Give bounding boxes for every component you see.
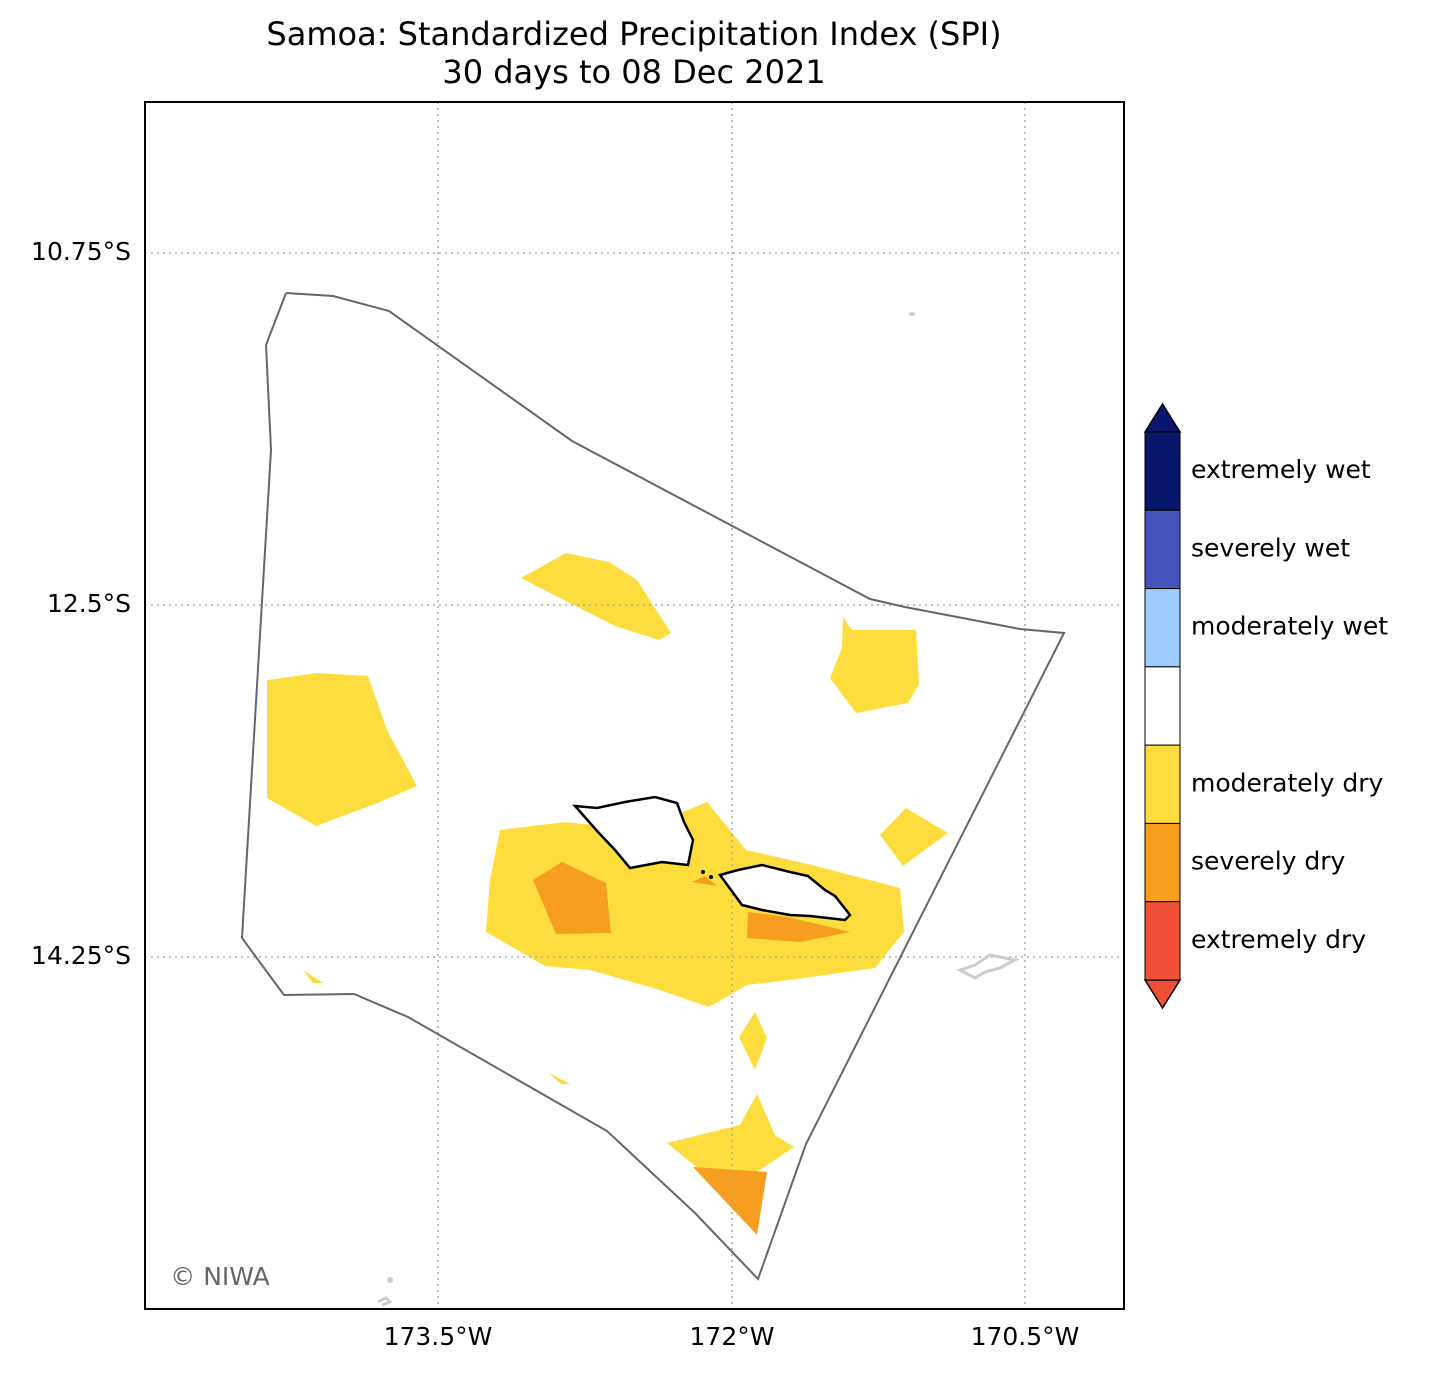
patch <box>533 862 611 934</box>
colorbar-segment <box>1144 901 1181 981</box>
islet <box>377 1296 393 1307</box>
patch <box>692 876 717 886</box>
patch <box>548 1072 570 1084</box>
colorbar-segment <box>1144 509 1181 590</box>
island-upolu <box>717 863 852 922</box>
patch <box>267 673 417 826</box>
x-label: 172°W <box>690 1322 775 1351</box>
y-label: 14.25°S <box>31 941 131 970</box>
patch <box>667 1094 794 1172</box>
colorbar-segment <box>1144 822 1181 903</box>
patch <box>880 808 948 866</box>
patch <box>747 912 850 942</box>
colorbar-label: severely wet <box>1191 533 1350 562</box>
credit: © NIWA <box>170 1262 269 1291</box>
map-area: © NIWA <box>144 101 1125 1310</box>
colorbar: extremely wet severely wet moderately wet m… <box>1143 402 1388 1010</box>
map-frame <box>144 101 1125 1310</box>
islet <box>387 1277 393 1283</box>
colorbar-label: extremely dry <box>1191 925 1366 954</box>
colorbar-segment <box>1144 744 1181 824</box>
subtitle: 30 days to 08 Dec 2021 <box>442 53 825 91</box>
patch <box>486 802 904 1007</box>
y-label: 10.75°S <box>31 237 131 266</box>
patch <box>739 1012 767 1070</box>
gridlines <box>145 102 1124 1309</box>
x-axis-labels: 173.5°W 172°W 170.5°W <box>384 1322 1080 1351</box>
patch <box>693 1167 767 1235</box>
colorbar-label: extremely wet <box>1191 455 1371 484</box>
colorbar-label: moderately wet <box>1191 612 1388 641</box>
american-samoa <box>956 953 1020 980</box>
colorbar-segment <box>1144 666 1181 746</box>
patch <box>303 970 323 983</box>
x-label: 173.5°W <box>384 1322 493 1351</box>
colorbar-extend-top <box>1143 402 1182 433</box>
dry-patches <box>267 553 948 1235</box>
colorbar-label: severely dry <box>1191 847 1346 876</box>
patch <box>521 553 671 640</box>
patch <box>830 617 919 713</box>
islet <box>909 312 915 316</box>
title: Samoa: Standardized Precipitation Index … <box>266 15 1001 53</box>
island-dot <box>701 870 705 874</box>
colorbar-extend-bottom <box>1143 979 1182 1010</box>
island-dot <box>709 875 713 879</box>
x-label: 170.5°W <box>971 1322 1080 1351</box>
eez-boundary <box>240 292 1066 1281</box>
colorbar-segment <box>1144 431 1181 511</box>
y-axis-labels: 10.75°S 12.5°S 14.25°S <box>31 237 131 970</box>
y-label: 12.5°S <box>47 589 131 618</box>
colorbar-label: moderately dry <box>1191 768 1384 797</box>
island-savaii <box>571 795 695 870</box>
colorbar-segment <box>1144 588 1181 668</box>
